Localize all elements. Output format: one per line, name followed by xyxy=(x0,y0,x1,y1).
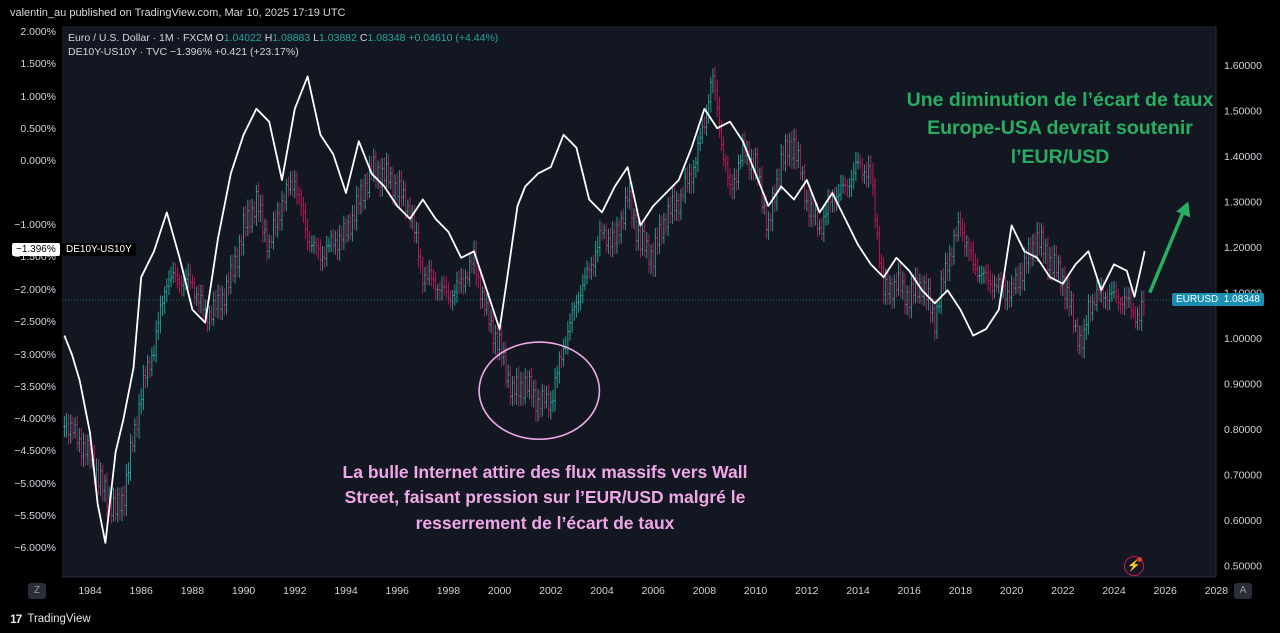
x-axis-tick: 2020 xyxy=(1000,585,1024,597)
x-axis-tick: 2014 xyxy=(846,585,870,597)
green-arrow-head xyxy=(1176,201,1191,218)
x-axis-tick: 2026 xyxy=(1154,585,1178,597)
x-axis-tick: 2028 xyxy=(1205,585,1229,597)
x-axis-tick: 1992 xyxy=(283,585,307,597)
log-scale-button[interactable]: Z xyxy=(28,583,46,599)
auto-scale-button[interactable]: A xyxy=(1234,583,1252,599)
brand[interactable]: 17 TradingView xyxy=(10,612,91,626)
green-arrow-shaft xyxy=(1148,208,1186,294)
right-axis-tick: 1.00000 xyxy=(1224,333,1262,345)
left-axis-tick: −4.500% xyxy=(14,445,56,457)
x-axis-tick: 2012 xyxy=(795,585,819,597)
left-axis-tick: −3.000% xyxy=(14,349,56,361)
legend-spread-last: −1.396% xyxy=(169,46,212,58)
flash-icon[interactable]: ⚡ xyxy=(1124,556,1144,576)
x-axis-tick: 2016 xyxy=(898,585,922,597)
right-axis-tick: 0.90000 xyxy=(1224,379,1262,391)
x-axis-tick: 2006 xyxy=(642,585,666,597)
left-axis-tick: −2.000% xyxy=(14,284,56,296)
legend-high: 1.08883 xyxy=(272,32,311,44)
legend-eurusd: Euro / U.S. Dollar · 1M · FXCM O1.04022 … xyxy=(68,32,498,44)
x-axis-tick: 2010 xyxy=(744,585,768,597)
right-axis-tick: 1.40000 xyxy=(1224,151,1262,163)
left-axis-tick: −2.500% xyxy=(14,316,56,328)
tradingview-logo-icon: 17 xyxy=(10,612,22,626)
x-axis-tick: 1984 xyxy=(78,585,102,597)
highlight-ellipse xyxy=(478,341,601,441)
left-axis-tick: −5.500% xyxy=(14,510,56,522)
x-axis-tick: 1990 xyxy=(232,585,256,597)
left-price-pill: −1.396% xyxy=(12,243,60,256)
right-price-pill: EURUSD 1.08348 xyxy=(1172,293,1264,306)
left-pill-value: −1.396% xyxy=(16,244,56,255)
x-axis-tick: 2008 xyxy=(693,585,717,597)
left-axis-tick: −3.500% xyxy=(14,381,56,393)
pink-annotation: La bulle Internet attire des flux massif… xyxy=(342,462,748,533)
right-axis-tick: 0.50000 xyxy=(1224,561,1262,573)
x-axis-tick: 2004 xyxy=(590,585,614,597)
legend-symbol: Euro / U.S. Dollar · 1M · FXCM xyxy=(68,32,213,44)
right-axis-tick: 0.60000 xyxy=(1224,515,1262,527)
right-axis-tick: 1.60000 xyxy=(1224,60,1262,72)
right-pill-name: EURUSD xyxy=(1176,294,1219,305)
x-axis-tick: 1988 xyxy=(181,585,205,597)
footer-bar: 17 TradingView xyxy=(0,604,1280,633)
right-axis-tick: 1.30000 xyxy=(1224,197,1262,209)
chart-canvas: 2.000% 1.500% 1.000% 0.500% 0.000% −1.000% −1.… xyxy=(14,26,1263,597)
right-axis-tick: 1.50000 xyxy=(1224,106,1262,118)
left-axis-tick: −1.000% xyxy=(14,219,56,231)
top-bar: valentin_au published on TradingView.com… xyxy=(0,0,1280,26)
left-axis-tick: 1.500% xyxy=(20,58,56,70)
x-axis-tick: 1998 xyxy=(437,585,461,597)
left-axis-tick: −6.000% xyxy=(14,542,56,554)
legend-open-label: O xyxy=(215,32,224,44)
notification-dot-icon xyxy=(1137,557,1142,562)
x-axis-tick: 2002 xyxy=(539,585,563,597)
legend-high-label: H xyxy=(264,32,273,44)
publish-info: valentin_au published on TradingView.com… xyxy=(10,7,346,19)
left-series-pill: DE10Y-US10Y xyxy=(62,243,136,256)
left-axis-tick: 0.500% xyxy=(20,123,56,135)
left-axis-tick: −4.000% xyxy=(14,413,56,425)
legend-close-label: C xyxy=(359,32,368,44)
x-axis-tick: 1994 xyxy=(334,585,358,597)
legend-spread-change: +0.421 (+23.17%) xyxy=(214,46,299,58)
legend-close: 1.08348 xyxy=(367,32,406,44)
left-axis-tick: 2.000% xyxy=(20,26,56,38)
spread-line xyxy=(63,75,1146,544)
left-axis-tick: −5.000% xyxy=(14,478,56,490)
legend-change: +0.04610 (+4.44%) xyxy=(408,32,499,44)
legend-low: 1.03882 xyxy=(319,32,357,44)
brand-name: TradingView xyxy=(27,613,91,625)
legend-spread-symbol: DE10Y-US10Y · TVC xyxy=(68,46,168,58)
left-axis-tick: 1.000% xyxy=(20,91,56,103)
legend-low-label: L xyxy=(313,32,320,44)
plot-area xyxy=(62,26,1216,577)
right-axis-tick: 0.70000 xyxy=(1224,470,1262,482)
x-axis-tick: 2018 xyxy=(949,585,973,597)
x-axis-tick: 2000 xyxy=(488,585,512,597)
x-axis-tick: 1996 xyxy=(386,585,410,597)
legend-open: 1.04022 xyxy=(223,32,262,44)
x-axis-tick: 1986 xyxy=(130,585,154,597)
eurusd-bar xyxy=(1142,290,1146,317)
legend-spread: DE10Y-US10Y · TVC −1.396% +0.421 (+23.17… xyxy=(68,46,299,58)
right-axis-tick: 0.80000 xyxy=(1224,424,1262,436)
x-axis-tick: 2024 xyxy=(1102,585,1126,597)
green-annotation: Une diminution de l’écart de taux Europe… xyxy=(906,89,1214,168)
left-axis-tick: 0.000% xyxy=(20,155,56,167)
left-pill-name: DE10Y-US10Y xyxy=(66,244,132,255)
x-axis-tick: 2022 xyxy=(1051,585,1075,597)
right-axis-tick: 1.20000 xyxy=(1224,242,1262,254)
right-pill-value: 1.08348 xyxy=(1223,294,1260,305)
